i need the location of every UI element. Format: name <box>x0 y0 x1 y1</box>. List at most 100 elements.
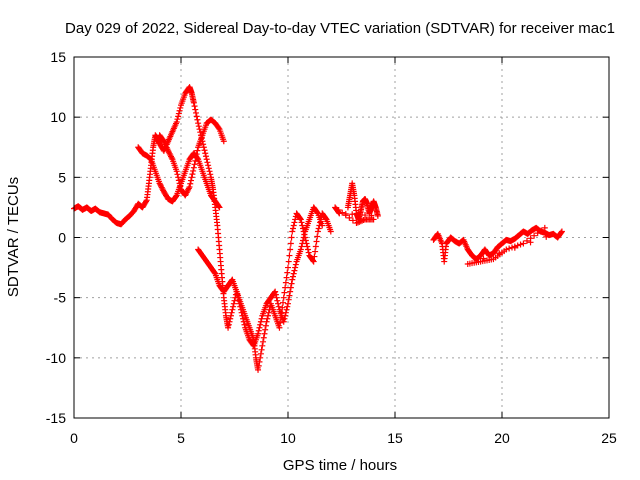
data-point <box>290 270 297 277</box>
data-point <box>275 300 282 307</box>
data-point <box>255 327 262 334</box>
data-point <box>175 177 182 184</box>
data-point <box>300 234 307 241</box>
data-point <box>203 156 210 163</box>
data-point <box>285 296 292 303</box>
data-point <box>227 312 234 319</box>
data-point <box>332 204 339 211</box>
data-point <box>283 306 290 313</box>
data-point <box>173 168 180 175</box>
data-point <box>285 300 291 307</box>
data-point <box>297 216 304 223</box>
data-point <box>225 324 232 331</box>
data-point <box>240 318 247 325</box>
data-point <box>285 264 291 271</box>
data-point <box>374 212 381 219</box>
data-point <box>289 225 296 232</box>
data-point <box>335 207 342 214</box>
data-point <box>284 303 291 310</box>
data-point <box>258 346 265 353</box>
data-point <box>506 245 513 252</box>
data-point <box>292 216 299 223</box>
data-point <box>272 291 279 298</box>
data-point <box>287 240 294 247</box>
y-axis-title: SDTVAR / TECUs <box>5 177 22 297</box>
data-point <box>240 315 247 322</box>
y-tick-label: 10 <box>50 109 66 125</box>
data-point <box>368 212 375 219</box>
x-tick-label: 25 <box>601 430 617 446</box>
data-point <box>280 299 287 306</box>
data-point <box>234 291 241 298</box>
data-point <box>262 322 269 329</box>
data-point <box>255 330 262 337</box>
data-point <box>230 303 237 310</box>
data-point <box>313 238 320 245</box>
data-point <box>257 354 264 361</box>
chart-title: Day 029 of 2022, Sidereal Day-to-day VTE… <box>65 20 615 37</box>
x-tick-label: 10 <box>280 430 296 446</box>
data-points <box>71 84 565 373</box>
data-point <box>260 338 267 345</box>
data-point <box>215 125 222 132</box>
data-point <box>173 193 180 200</box>
data-point <box>190 167 197 174</box>
data-point <box>256 358 263 365</box>
data-point <box>517 241 524 248</box>
data-point <box>186 183 193 190</box>
y-tick-labels: -15 -10 -5 0 5 10 15 <box>46 49 66 426</box>
data-point <box>230 300 237 307</box>
x-tick-label: 5 <box>177 430 185 446</box>
x-tick-label: 20 <box>494 430 510 446</box>
data-point <box>193 113 200 120</box>
plot-frame <box>73 56 610 419</box>
data-point <box>523 237 530 244</box>
data-point <box>288 280 295 287</box>
y-tick-label: 5 <box>58 169 66 185</box>
data-point <box>193 151 200 158</box>
data-point <box>205 162 212 169</box>
data-point <box>241 321 248 328</box>
data-point <box>194 147 201 154</box>
data-point <box>257 350 264 357</box>
data-point <box>228 309 235 316</box>
data-point <box>282 279 289 286</box>
data-point <box>216 204 223 211</box>
data-point <box>261 330 268 337</box>
data-point <box>349 211 356 218</box>
data-point <box>339 209 346 216</box>
data-point <box>531 232 538 239</box>
data-point <box>191 161 198 168</box>
data-point <box>281 289 288 296</box>
x-tick-label: 15 <box>387 430 403 446</box>
data-point <box>225 321 232 328</box>
data-point <box>200 144 207 151</box>
data-point <box>239 312 246 319</box>
data-point <box>202 153 209 160</box>
data-point <box>349 217 356 224</box>
data-point <box>175 110 182 117</box>
data-point <box>233 288 240 295</box>
data-point <box>189 171 196 178</box>
y-tick-label: 0 <box>58 230 66 246</box>
data-point <box>291 219 298 226</box>
data-point <box>298 219 305 226</box>
series-inner-loop <box>156 116 227 199</box>
data-point <box>177 104 184 111</box>
data-point <box>520 240 527 247</box>
data-point <box>259 342 266 349</box>
data-point <box>280 294 287 301</box>
data-point <box>238 309 245 316</box>
data-point <box>558 229 565 236</box>
data-point <box>287 288 294 295</box>
data-point <box>192 154 199 161</box>
x-axis-title: GPS time / hours <box>283 457 397 474</box>
data-point <box>174 171 181 178</box>
series-late-segment <box>430 224 565 267</box>
data-point <box>276 324 283 331</box>
data-point <box>192 157 199 164</box>
data-point <box>277 319 284 326</box>
data-point <box>275 303 282 310</box>
series-descent-loop <box>195 204 326 349</box>
